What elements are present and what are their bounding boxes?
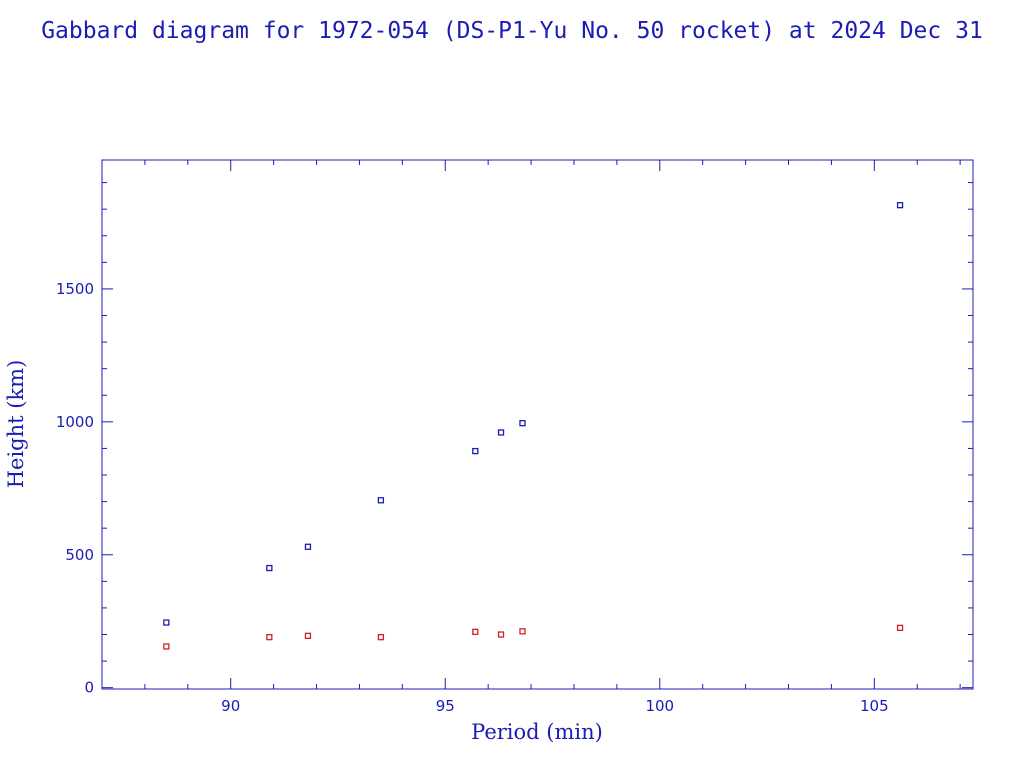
x-axis-label: Period (min) (471, 720, 603, 744)
tick-labels: 90 95 100 105 0 500 1000 1500 (56, 280, 889, 715)
perigee-point (519, 628, 526, 635)
y-tick-label: 1000 (56, 413, 94, 431)
plot-frame (101, 159, 974, 690)
apogee-point (377, 497, 385, 504)
perigee-point (472, 628, 479, 635)
apogee-point (266, 564, 273, 572)
apogee-point (163, 619, 170, 626)
perigee-point (266, 634, 273, 641)
y-tick-label: 500 (65, 546, 94, 564)
y-tick-label: 1500 (56, 280, 94, 298)
x-tick-label: 95 (436, 697, 455, 715)
apogee-point (519, 420, 526, 427)
perigee-point (377, 634, 385, 641)
perigee-point (497, 631, 505, 638)
x-tick-label: 100 (645, 697, 674, 715)
chart-title: Gabbard diagram for 1972-054 (DS-P1-Yu N… (41, 18, 983, 44)
x-tick-label: 105 (860, 697, 889, 715)
y-tick-label: 0 (84, 679, 94, 697)
x-tick-label: 90 (221, 697, 240, 715)
axis-ticks (101, 160, 973, 689)
perigee-point (304, 632, 312, 639)
y-axis-label: Height (km) (4, 360, 28, 489)
perigee-point (163, 643, 170, 650)
data-points (163, 202, 904, 650)
apogee-point (472, 447, 479, 455)
apogee-point (497, 429, 505, 436)
apogee-point (304, 543, 312, 550)
perigee-point (896, 624, 904, 632)
apogee-point (896, 202, 904, 209)
